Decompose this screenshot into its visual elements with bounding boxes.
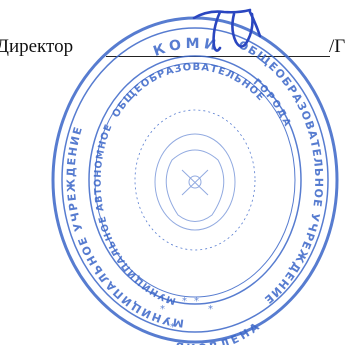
stamp-center-emblem [154,133,236,231]
official-seal-stamp: КОМИ МУНИЦИПАЛЬНОЕ УЧРЕЖДЕНИЕ ОБЩЕОБРАЗО… [51,16,339,345]
director-signature-line: Директор /Г [0,28,352,64]
stamp-outer-right-text: ОБЩЕОБРАЗОВАТЕЛЬНОЕ УЧРЕЖДЕНИЕ [236,38,325,307]
svg-text:*: * [194,296,199,307]
stamp-inner-top-text: ОБЩЕОБРАЗОВАТЕЛЬНОЕ [111,62,267,120]
handwritten-signature [192,8,262,52]
signature-underline [106,56,330,57]
director-name-fragment: /Г [329,36,346,57]
svg-text:*: * [208,304,213,315]
svg-text:*: * [160,304,165,315]
svg-text:*: * [182,296,187,307]
stamp-star-marks: * * * * * [160,296,213,333]
svg-text:*: * [170,322,175,333]
director-label: Директор [0,36,74,57]
